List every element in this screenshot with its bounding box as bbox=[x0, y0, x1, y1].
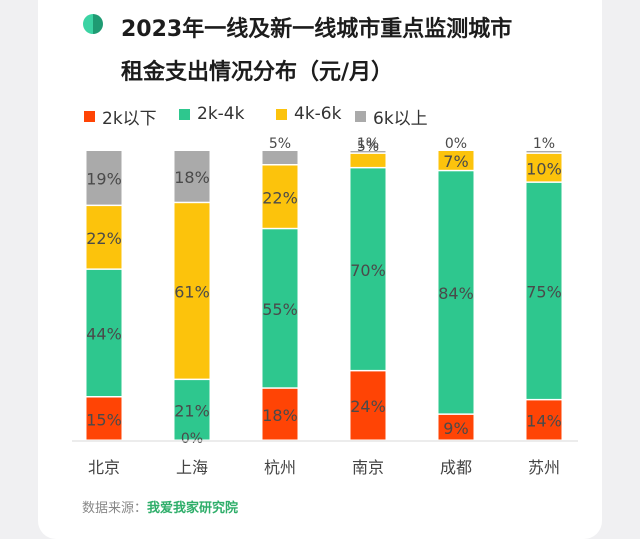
legend-label: 4k-6k bbox=[294, 104, 342, 124]
chart-card bbox=[38, 0, 602, 539]
data-label-上海-1: 0% bbox=[181, 431, 203, 447]
data-label-杭州-3: 22% bbox=[262, 188, 298, 207]
bar-segment-苏州-2 bbox=[526, 182, 562, 399]
source-org: 我爱我家研究院 bbox=[147, 501, 239, 516]
category-label: 苏州 bbox=[528, 458, 560, 477]
data-label-北京-2: 44% bbox=[86, 325, 122, 344]
chart-title: 2023年一线及新一线城市重点监测城市 租金支出情况分布（元/月） bbox=[121, 8, 591, 94]
legend-label: 2k以下 bbox=[102, 109, 157, 129]
data-label-杭州-4: 5% bbox=[269, 136, 291, 152]
data-label-成都-4: 0% bbox=[445, 136, 467, 152]
data-label-南京-1: 24% bbox=[350, 397, 386, 416]
data-label-苏州-3: 10% bbox=[526, 159, 562, 178]
legend-label: 6k以上 bbox=[373, 109, 428, 129]
legend-item-2: 2k-4k bbox=[179, 104, 244, 124]
legend-swatch bbox=[355, 111, 366, 122]
bar-segment-上海-2 bbox=[174, 380, 210, 440]
bar-segment-南京-2 bbox=[350, 168, 386, 370]
category-label: 杭州 bbox=[264, 458, 296, 477]
bar-segment-北京-2 bbox=[86, 269, 122, 396]
bar-segment-苏州-4 bbox=[526, 151, 562, 153]
legend-item-4: 6k以上 bbox=[355, 104, 428, 129]
data-label-杭州-1: 18% bbox=[262, 406, 298, 425]
legend-swatch bbox=[84, 111, 95, 122]
legend-label: 2k-4k bbox=[197, 104, 245, 124]
data-label-北京-3: 22% bbox=[86, 229, 122, 248]
category-label: 上海 bbox=[176, 458, 208, 477]
data-label-成都-1: 9% bbox=[443, 419, 468, 438]
bar-segment-南京-4 bbox=[350, 151, 386, 153]
bar-segment-杭州-4 bbox=[262, 151, 298, 164]
source-label: 数据来源： bbox=[82, 501, 148, 516]
data-label-苏州-2: 75% bbox=[526, 283, 562, 302]
bar-segment-成都-1 bbox=[438, 414, 474, 440]
data-label-南京-4: 1% bbox=[357, 136, 379, 152]
bar-segment-杭州-2 bbox=[262, 229, 298, 388]
category-label: 成都 bbox=[440, 458, 472, 477]
data-label-杭州-2: 55% bbox=[262, 300, 298, 319]
legend-item-1: 2k以下 bbox=[84, 104, 157, 129]
bar-segment-北京-3 bbox=[86, 206, 122, 269]
category-label: 北京 bbox=[88, 458, 120, 477]
legend-item-3: 4k-6k bbox=[276, 104, 341, 124]
data-label-北京-1: 15% bbox=[86, 410, 122, 429]
data-label-南京-3: 5% bbox=[357, 139, 379, 155]
chart-title-line-1: 2023年一线及新一线城市重点监测城市 bbox=[121, 17, 513, 42]
bar-segment-南京-3 bbox=[350, 153, 386, 167]
data-label-苏州-4: 1% bbox=[533, 136, 555, 152]
data-label-成都-3: 7% bbox=[443, 152, 468, 171]
data-label-南京-2: 70% bbox=[350, 261, 386, 280]
bar-segment-北京-1 bbox=[86, 397, 122, 440]
data-label-上海-2: 21% bbox=[174, 402, 210, 421]
data-label-上海-4: 18% bbox=[174, 168, 210, 187]
source-note: 数据来源：我爱我家研究院 bbox=[82, 497, 238, 516]
bar-segment-上海-3 bbox=[174, 203, 210, 379]
data-label-成都-2: 84% bbox=[438, 284, 474, 303]
bar-segment-成都-3 bbox=[438, 151, 474, 170]
data-label-上海-3: 61% bbox=[174, 283, 210, 302]
legend-swatch bbox=[179, 108, 190, 120]
bar-segment-苏州-1 bbox=[526, 400, 562, 440]
bar-segment-苏州-3 bbox=[526, 153, 562, 182]
data-label-苏州-1: 14% bbox=[526, 412, 562, 431]
bar-segment-上海-4 bbox=[174, 151, 210, 202]
category-label: 南京 bbox=[352, 458, 384, 477]
data-label-北京-4: 19% bbox=[86, 170, 122, 189]
bar-segment-南京-1 bbox=[350, 371, 386, 440]
logo-icon bbox=[83, 14, 103, 34]
chart-title-line-2: 租金支出情况分布（元/月） bbox=[121, 60, 394, 85]
bar-segment-成都-2 bbox=[438, 171, 474, 414]
bar-segment-北京-4 bbox=[86, 151, 122, 205]
bar-segment-杭州-1 bbox=[262, 388, 298, 440]
legend-swatch bbox=[276, 108, 287, 120]
bar-segment-杭州-3 bbox=[262, 165, 298, 228]
